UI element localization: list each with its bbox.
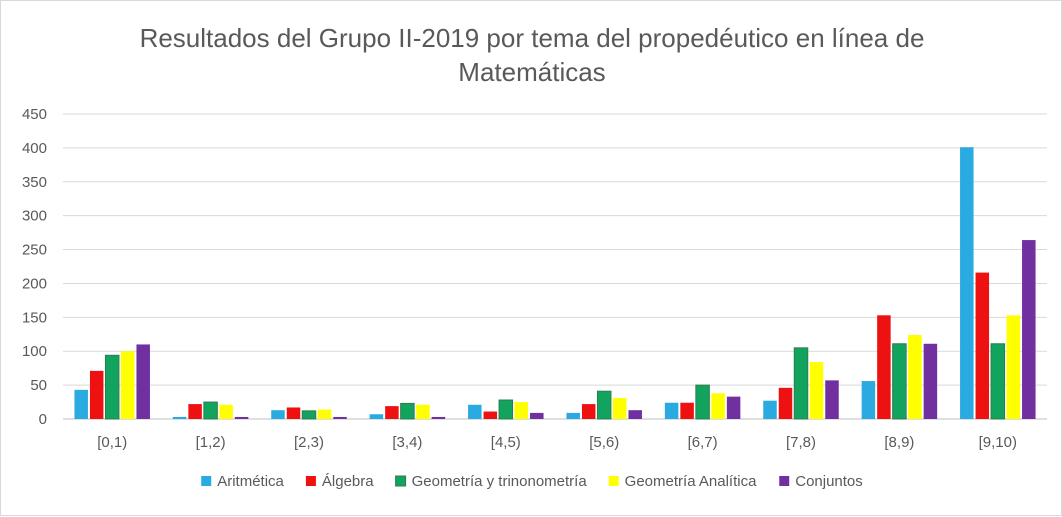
x-tick-label: [2,3) xyxy=(294,434,324,451)
bar xyxy=(778,387,793,419)
legend-label: Geometría Analítica xyxy=(625,473,757,490)
bar xyxy=(975,272,990,419)
bar xyxy=(416,404,430,419)
bar xyxy=(793,347,809,420)
bar xyxy=(612,397,627,419)
bar xyxy=(990,343,1006,420)
bar xyxy=(369,414,384,419)
bar xyxy=(271,410,285,419)
bar xyxy=(861,381,876,419)
bar xyxy=(333,416,347,419)
bar xyxy=(923,343,938,419)
gridlines xyxy=(63,113,1047,420)
bar xyxy=(1006,315,1021,419)
bar xyxy=(498,399,514,420)
x-tick-label: [7,8) xyxy=(786,434,816,451)
bar xyxy=(892,343,907,420)
x-tick-label: [8,9) xyxy=(884,434,914,451)
x-tick-label: [1,2) xyxy=(196,434,226,451)
bar xyxy=(385,406,399,419)
bar xyxy=(301,410,317,420)
y-tick-label: 0 xyxy=(39,411,47,428)
bar xyxy=(188,404,202,419)
x-tick-label: [6,7) xyxy=(688,434,718,451)
x-tick-label: [3,4) xyxy=(392,434,422,451)
y-tick-label: 300 xyxy=(22,208,47,225)
y-tick-label: 150 xyxy=(22,309,47,326)
bar xyxy=(809,362,824,419)
legend-label: Álgebra xyxy=(322,473,374,490)
y-tick-label: 450 xyxy=(22,106,47,123)
bar xyxy=(172,416,187,419)
legend: Aritmética Álgebra Geometría y trinonometr… xyxy=(201,473,863,490)
bar xyxy=(400,402,415,420)
x-tick-label: [9,10) xyxy=(979,434,1017,451)
bar xyxy=(664,402,679,419)
bar xyxy=(219,404,233,419)
bar xyxy=(680,402,694,419)
bar xyxy=(317,409,332,419)
bar xyxy=(1022,240,1036,419)
bar xyxy=(286,407,301,419)
x-tick-label: [5,6) xyxy=(589,434,619,451)
legend-label: Aritmética xyxy=(217,473,284,490)
bar xyxy=(908,334,922,419)
legend-swatch xyxy=(608,476,619,486)
y-axis-ticks: 0 50 100 150 200 250 300 350 400 450 xyxy=(22,106,47,428)
bar xyxy=(581,404,596,419)
bar xyxy=(530,412,544,419)
bar xyxy=(825,380,839,419)
bars xyxy=(74,147,1036,420)
x-tick-label: [4,5) xyxy=(491,434,521,451)
bar xyxy=(89,370,104,419)
legend-swatch xyxy=(779,476,790,486)
y-tick-label: 250 xyxy=(22,242,47,259)
legend-swatch xyxy=(201,476,212,486)
legend-label: Conjuntos xyxy=(795,473,863,490)
y-tick-label: 200 xyxy=(22,275,47,292)
bar xyxy=(431,416,446,419)
bar xyxy=(711,393,725,419)
legend-swatch xyxy=(395,475,407,487)
x-axis-ticks: [0,1) [1,2) [2,3) [3,4) [4,5) [5,6) [6,7) [7,8)… xyxy=(97,434,1017,451)
legend-label: Geometría y trinonometría xyxy=(412,473,588,490)
bar xyxy=(468,404,482,419)
y-tick-label: 350 xyxy=(22,174,47,191)
bar xyxy=(514,402,529,419)
x-tick-label: [0,1) xyxy=(97,434,127,451)
y-tick-label: 400 xyxy=(22,140,47,157)
bar xyxy=(628,410,642,419)
bar xyxy=(596,390,612,420)
bar xyxy=(483,411,498,419)
bar xyxy=(695,384,710,420)
bar xyxy=(566,412,580,419)
y-tick-label: 50 xyxy=(30,377,47,394)
chart-title-line-2: Matemáticas xyxy=(458,57,605,87)
y-tick-label: 100 xyxy=(22,343,47,360)
bar xyxy=(120,351,135,419)
bar xyxy=(74,389,88,419)
chart-title-line-1: Resultados del Grupo II-2019 por tema de… xyxy=(140,23,925,53)
bar xyxy=(234,416,249,419)
bar xyxy=(203,401,218,420)
legend-swatch xyxy=(305,476,316,486)
bar xyxy=(763,400,777,419)
bar xyxy=(726,396,741,419)
bar xyxy=(136,344,150,419)
bar xyxy=(960,147,974,419)
bar xyxy=(877,315,891,419)
bar xyxy=(104,354,120,420)
